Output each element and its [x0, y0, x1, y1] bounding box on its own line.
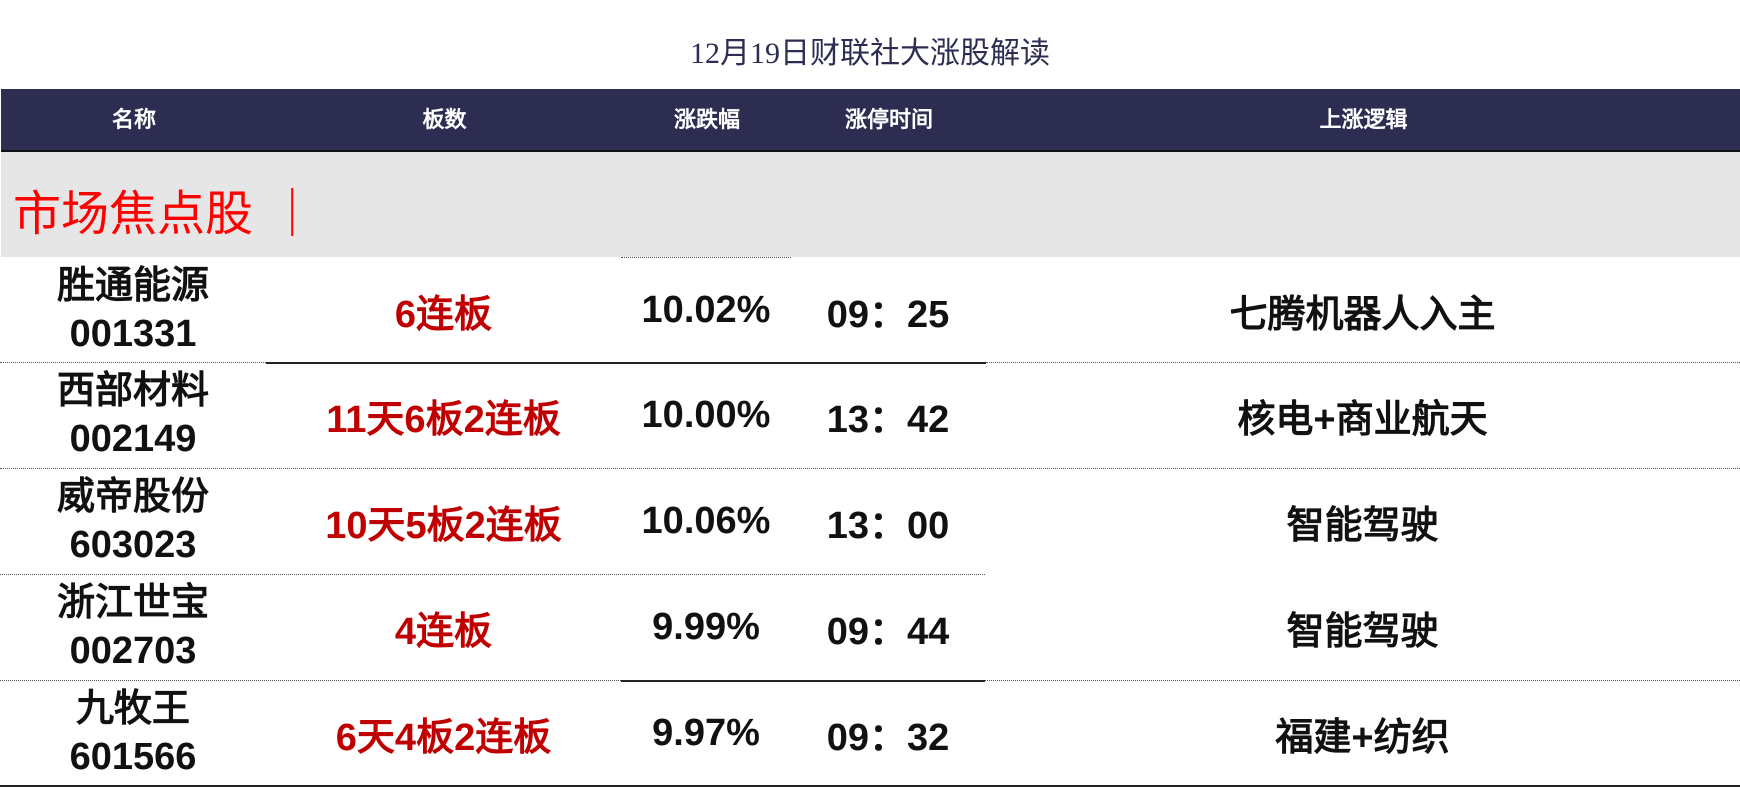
limit-up-time: 09：44 — [826, 610, 950, 653]
change-pct: 9.99% — [652, 605, 760, 648]
page-title: 12月19日财联社大涨股解读 — [690, 37, 1050, 70]
header-time: 涨停时间 — [844, 107, 933, 132]
stock-code: 603023 — [69, 524, 197, 566]
rise-logic: 七腾机器人入主 — [1229, 293, 1496, 336]
rise-logic: 核电+商业航天 — [1237, 398, 1488, 441]
stock-cell: 胜通能源 001331 — [0, 257, 266, 363]
stock-code: 601566 — [69, 736, 197, 778]
board-count: 11天6板2连板 — [326, 398, 561, 441]
board-count: 6天4板2连板 — [335, 716, 552, 759]
header-pct: 涨跌幅 — [673, 107, 740, 132]
limit-up-time: 13：42 — [826, 398, 950, 441]
table-row: 九牧王 601566 6天4板2连板 9.97% 09：32 福建+纺织 — [0, 680, 1740, 786]
stock-name: 威帝股份 — [56, 476, 209, 518]
stock-cell: 九牧王 601566 — [0, 680, 266, 786]
header-board: 板数 — [422, 107, 467, 132]
rise-logic: 智能驾驶 — [1286, 504, 1439, 547]
stock-code: 002703 — [69, 630, 197, 672]
board-count: 4连板 — [394, 610, 493, 653]
table-row: 胜通能源 001331 6连板 10.02% 09：25 七腾机器人入主 — [0, 257, 1740, 363]
stock-name: 浙江世宝 — [56, 582, 209, 624]
header-logic: 上涨逻辑 — [1319, 107, 1408, 132]
limit-up-time: 09：25 — [826, 293, 950, 336]
header-name: 名称 — [111, 107, 156, 132]
section-title: 市场焦点股 ｜ — [13, 186, 317, 242]
rise-logic: 福建+纺织 — [1275, 716, 1450, 759]
stock-code: 001331 — [69, 313, 197, 355]
change-pct: 9.97% — [652, 711, 760, 754]
stock-name: 九牧王 — [75, 688, 190, 730]
table-row: 浙江世宝 002703 4连板 9.99% 09：44 智能驾驶 — [0, 574, 1740, 680]
change-pct: 10.06% — [641, 499, 771, 542]
change-pct: 10.02% — [641, 288, 771, 331]
table-row: 西部材料 002149 11天6板2连板 10.00% 13：42 核电+商业航… — [0, 362, 1740, 468]
section-header: 市场焦点股 ｜ — [1, 152, 1740, 257]
stock-code: 002149 — [69, 418, 197, 460]
limit-up-time: 09：32 — [826, 716, 950, 759]
rise-logic: 智能驾驶 — [1286, 610, 1439, 653]
table-header: 名称 板数 涨跌幅 涨停时间 上涨逻辑 — [1, 89, 1740, 152]
stock-cell: 威帝股份 603023 — [0, 468, 266, 574]
stock-name: 西部材料 — [56, 370, 209, 412]
stock-name: 胜通能源 — [56, 265, 209, 307]
table-row: 威帝股份 603023 10天5板2连板 10.06% 13：00 智能驾驶 — [0, 468, 1740, 574]
stock-cell: 浙江世宝 002703 — [0, 574, 266, 680]
stock-cell: 西部材料 002149 — [0, 362, 266, 468]
board-count: 6连板 — [394, 293, 493, 336]
limit-up-time: 13：00 — [826, 504, 950, 547]
board-count: 10天5板2连板 — [325, 504, 562, 547]
change-pct: 10.00% — [641, 393, 771, 436]
